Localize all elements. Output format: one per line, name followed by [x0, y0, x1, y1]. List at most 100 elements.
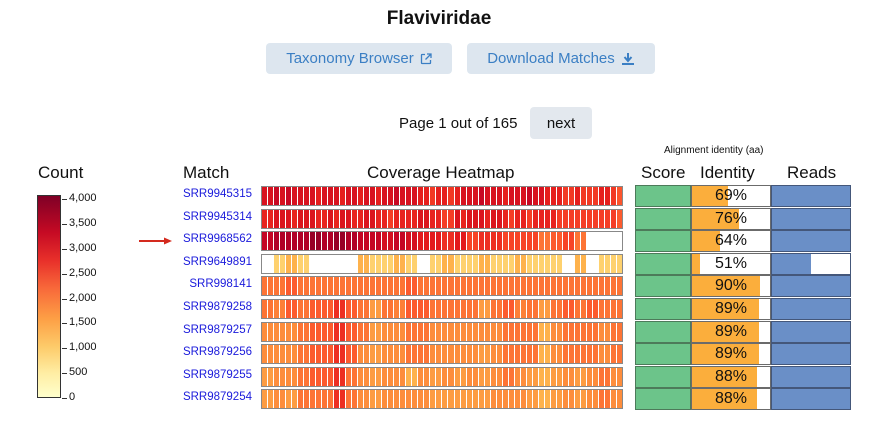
heatmap-cell: [580, 209, 587, 228]
heatmap-cell: [364, 367, 371, 386]
heatmap-cell: [292, 322, 299, 341]
heatmap-cell: [418, 254, 425, 273]
heatmap-cell: [388, 254, 395, 273]
srr-link[interactable]: SRR9649891: [182, 255, 252, 268]
heatmap-cell: [448, 390, 455, 409]
srr-link[interactable]: SRR9945315: [182, 188, 252, 200]
taxonomy-browser-button[interactable]: Taxonomy Browser: [266, 43, 452, 74]
heatmap-cell: [286, 277, 293, 296]
heatmap-cell: [424, 390, 431, 409]
heatmap-cell: [454, 187, 461, 205]
heatmap-cell: [358, 300, 365, 318]
identity-fill: [692, 366, 758, 387]
heatmap-cell: [472, 322, 479, 341]
heatmap-cell: [460, 322, 467, 341]
reads-bar: [771, 275, 851, 298]
heatmap-cell: [310, 277, 317, 296]
heatmap-cell: [292, 209, 299, 228]
srr-link[interactable]: SRR998141: [189, 278, 252, 291]
heatmap-cell: [454, 390, 461, 409]
coverage-heatmap[interactable]: [261, 276, 623, 297]
heatmap-cell: [556, 209, 563, 228]
identity-bar: 64%: [691, 230, 771, 253]
heatmap-cell: [364, 254, 371, 273]
heatmap-cell: [358, 277, 365, 296]
heatmap-cell: [598, 367, 605, 386]
coverage-heatmap[interactable]: [261, 253, 623, 274]
heatmap-cell: [538, 345, 545, 364]
score-bar: [635, 252, 691, 275]
legend-tick-label: 1,500: [69, 316, 97, 329]
heatmap-cell: [430, 209, 437, 228]
coverage-heatmap[interactable]: [261, 321, 623, 342]
heatmap-cell: [478, 390, 485, 409]
coverage-heatmap[interactable]: [261, 299, 623, 319]
heatmap-cell: [520, 254, 527, 273]
heatmap-cell: [610, 300, 617, 318]
heatmap-cell: [592, 277, 599, 296]
srr-link[interactable]: SRR9879256: [182, 346, 252, 359]
legend-tick: [62, 199, 67, 200]
srr-link[interactable]: SRR9879258: [182, 301, 252, 313]
heatmap-cell: [262, 345, 269, 364]
heatmap-cell: [592, 345, 599, 364]
heatmap-cell: [502, 300, 509, 318]
reads-fill: [772, 389, 850, 410]
next-page-button[interactable]: next: [530, 107, 592, 139]
heatmap-cell: [556, 345, 563, 364]
heatmap-cell: [490, 277, 497, 296]
heatmap-cell: [496, 277, 503, 296]
heatmap-cell: [574, 345, 581, 364]
legend-tick: [62, 323, 67, 325]
heatmap-cell: [382, 300, 389, 318]
srr-link[interactable]: SRR9879254: [182, 391, 252, 404]
heatmap-cell: [274, 322, 281, 341]
identity-column-header: Identity: [700, 163, 755, 182]
heatmap-cell: [502, 254, 509, 273]
srr-link[interactable]: SRR9968562: [182, 233, 252, 246]
heatmap-cell: [316, 254, 323, 273]
identity-fill: [692, 389, 758, 410]
heatmap-cell: [490, 300, 497, 318]
heatmap-cell: [616, 254, 622, 273]
heatmap-cell: [550, 367, 557, 386]
heatmap-cell: [442, 322, 449, 341]
heatmap-cell: [292, 254, 299, 273]
heatmap-cell: [502, 390, 509, 409]
coverage-heatmap[interactable]: [261, 344, 623, 365]
heatmap-cell: [400, 232, 407, 251]
heatmap-cell: [538, 322, 545, 341]
heatmap-cell: [514, 232, 521, 251]
heatmap-cell: [478, 322, 485, 341]
heatmap-cell: [406, 232, 413, 251]
coverage-heatmap[interactable]: [261, 231, 623, 252]
heatmap-cell: [496, 232, 503, 251]
heatmap-cell: [280, 254, 287, 273]
score-bar: [635, 343, 691, 366]
coverage-heatmap[interactable]: [261, 186, 623, 206]
srr-link[interactable]: SRR9879255: [182, 368, 252, 381]
srr-link[interactable]: SRR9879257: [182, 323, 252, 336]
heatmap-cell: [568, 367, 575, 386]
heatmap-cell: [610, 254, 617, 273]
heatmap-cell: [316, 232, 323, 251]
coverage-heatmap[interactable]: [261, 389, 623, 410]
download-matches-button[interactable]: Download Matches: [467, 43, 655, 74]
heatmap-cell: [472, 345, 479, 364]
heatmap-cell: [262, 187, 269, 205]
heatmap-cell: [610, 232, 617, 251]
identity-value: 90%: [714, 277, 748, 295]
heatmap-cell: [580, 277, 587, 296]
srr-link[interactable]: SRR9945314: [182, 210, 252, 223]
heatmap-cell: [598, 209, 605, 228]
heatmap-cell: [340, 254, 347, 273]
coverage-heatmap[interactable]: [261, 208, 623, 229]
heatmap-cell: [340, 300, 347, 318]
heatmap-cell: [508, 345, 515, 364]
coverage-heatmap[interactable]: [261, 366, 623, 387]
heatmap-cell: [370, 322, 377, 341]
identity-value: 89%: [714, 300, 748, 317]
heatmap-cell: [346, 209, 353, 228]
heatmap-cell: [382, 367, 389, 386]
heatmap-cell: [472, 367, 479, 386]
